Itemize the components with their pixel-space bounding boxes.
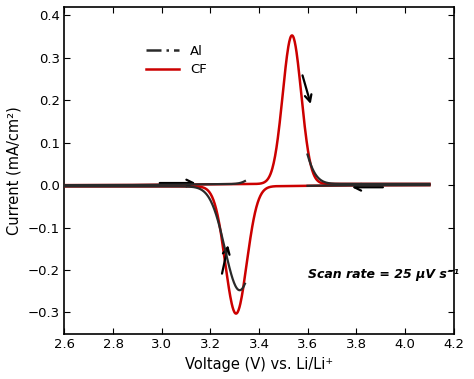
- Text: Scan rate = 25 μV s⁻¹: Scan rate = 25 μV s⁻¹: [308, 268, 459, 281]
- X-axis label: Voltage (V) vs. Li/Li⁺: Voltage (V) vs. Li/Li⁺: [185, 357, 333, 372]
- Y-axis label: Current (mA/cm²): Current (mA/cm²): [7, 106, 22, 235]
- Legend: Al, CF: Al, CF: [141, 40, 212, 81]
